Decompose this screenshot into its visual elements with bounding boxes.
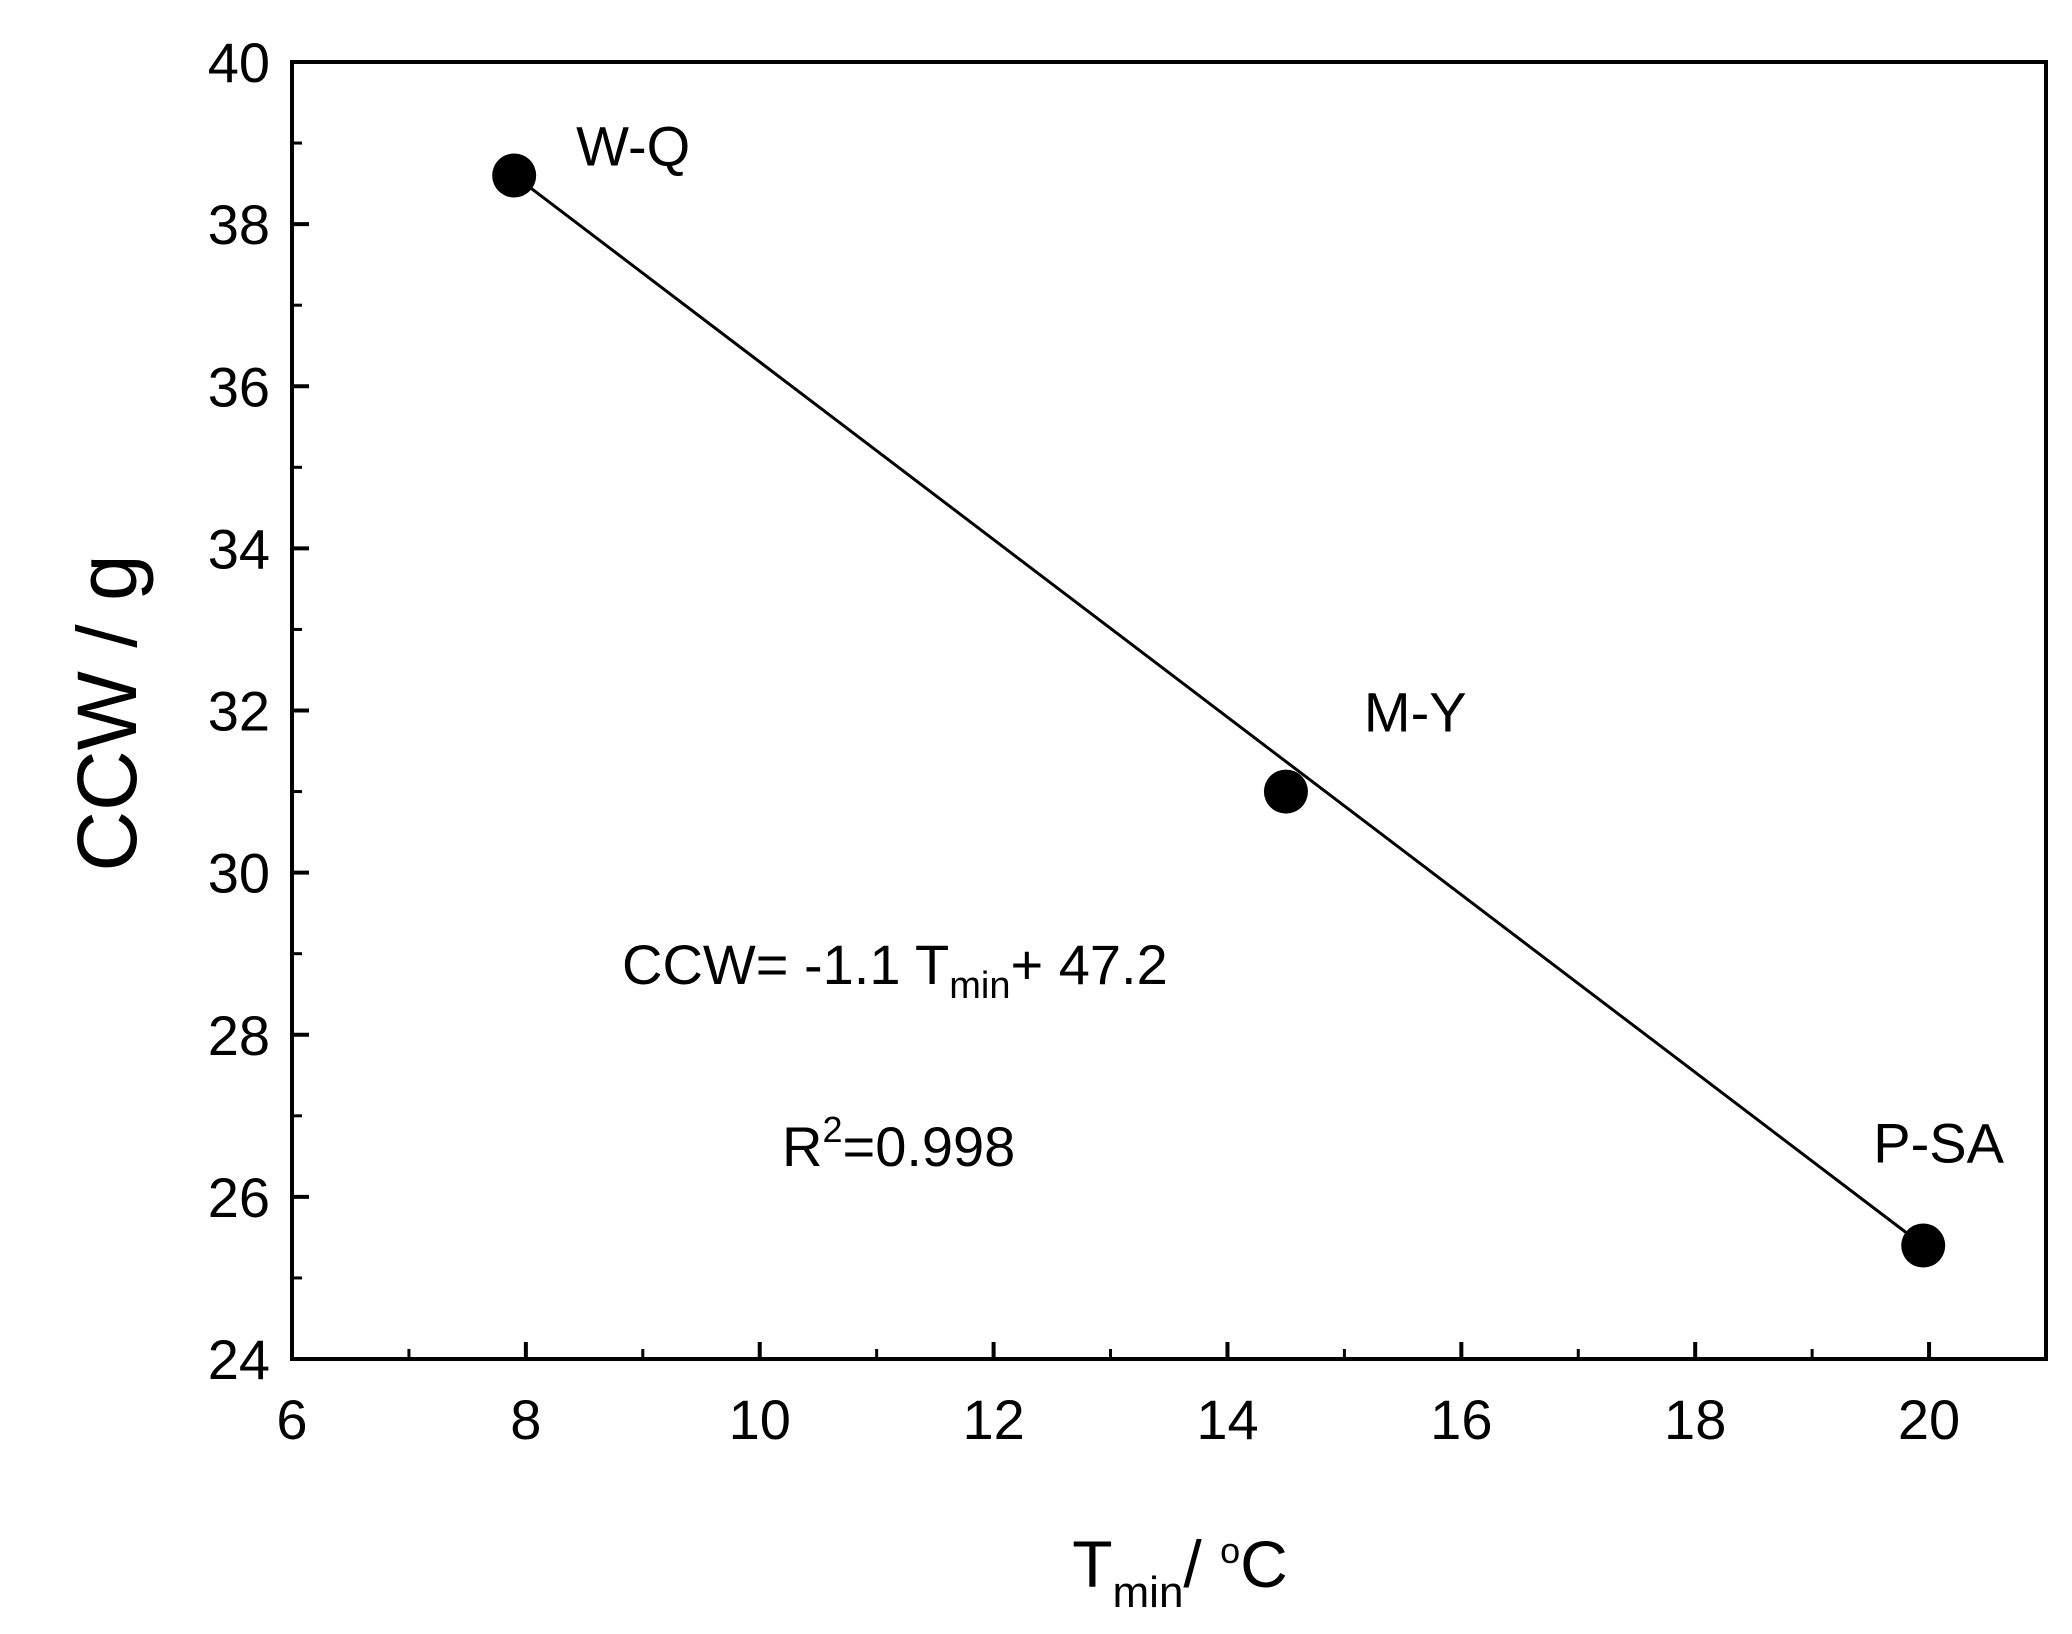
fit-equation: CCW= -1.1 Tmin+ 47.2 — [622, 933, 1168, 1007]
fit-equation-prefix: CCW= -1.1 T — [622, 933, 949, 996]
data-point-w-q — [492, 153, 537, 198]
x-tick-label: 14 — [1196, 1388, 1258, 1451]
x-axis-title-degree: o — [1220, 1530, 1240, 1571]
y-tick-label: 32 — [208, 680, 270, 743]
y-tick-label: 24 — [208, 1328, 270, 1391]
x-tick-label: 18 — [1664, 1388, 1726, 1451]
data-point-m-y — [1263, 769, 1308, 814]
x-tick-label: 16 — [1430, 1388, 1492, 1451]
data-point-p-sa — [1901, 1223, 1946, 1268]
r-squared-main: R — [782, 1115, 822, 1178]
fit-equation-suffix: + 47.2 — [1010, 933, 1167, 996]
x-axis-title-unit-prefix: / — [1183, 1527, 1220, 1601]
y-axis-title: CCW / g — [60, 554, 154, 871]
x-tick-label: 12 — [962, 1388, 1024, 1451]
y-tick-label: 36 — [208, 355, 270, 418]
x-axis-title-unit: C — [1240, 1527, 1288, 1601]
fit-equation-subscript: min — [949, 965, 1010, 1007]
x-tick-label: 8 — [510, 1388, 541, 1451]
fit-line — [513, 174, 1925, 1247]
point-label-p-sa: P-SA — [1873, 1112, 2004, 1175]
point-label-w-q: W-Q — [576, 114, 690, 177]
y-tick-label: 38 — [208, 193, 270, 256]
y-tick-label: 30 — [208, 842, 270, 905]
point-labels: W-Q M-Y P-SA — [576, 114, 2004, 1174]
point-label-m-y: M-Y — [1364, 681, 1467, 744]
r-squared-superscript: 2 — [822, 1109, 842, 1150]
fit-line-group — [513, 174, 1925, 1247]
r-squared-value: =0.998 — [842, 1115, 1015, 1178]
y-tick-label: 28 — [208, 1004, 270, 1067]
x-tick-label: 10 — [729, 1388, 791, 1451]
data-points — [492, 153, 1946, 1268]
x-axis-title-subscript: min — [1113, 1568, 1184, 1617]
axes — [290, 60, 2048, 1361]
y-tick-label: 26 — [208, 1166, 270, 1229]
x-axis-title-main: T — [1072, 1527, 1112, 1601]
r-squared-annotation: R2=0.998 — [782, 1109, 1015, 1178]
y-tick-label: 34 — [208, 517, 270, 580]
x-tick-label: 20 — [1898, 1388, 1960, 1451]
y-tick-label: 40 — [208, 31, 270, 94]
x-tick-label: 6 — [276, 1388, 307, 1451]
plot-frame — [290, 60, 2048, 1361]
x-axis-title: Tmin/ oC — [1072, 1527, 1288, 1617]
axis-ticks: 6 8 10 12 14 16 18 20 24 26 28 30 32 34 36 38 40 — [208, 31, 2048, 1451]
